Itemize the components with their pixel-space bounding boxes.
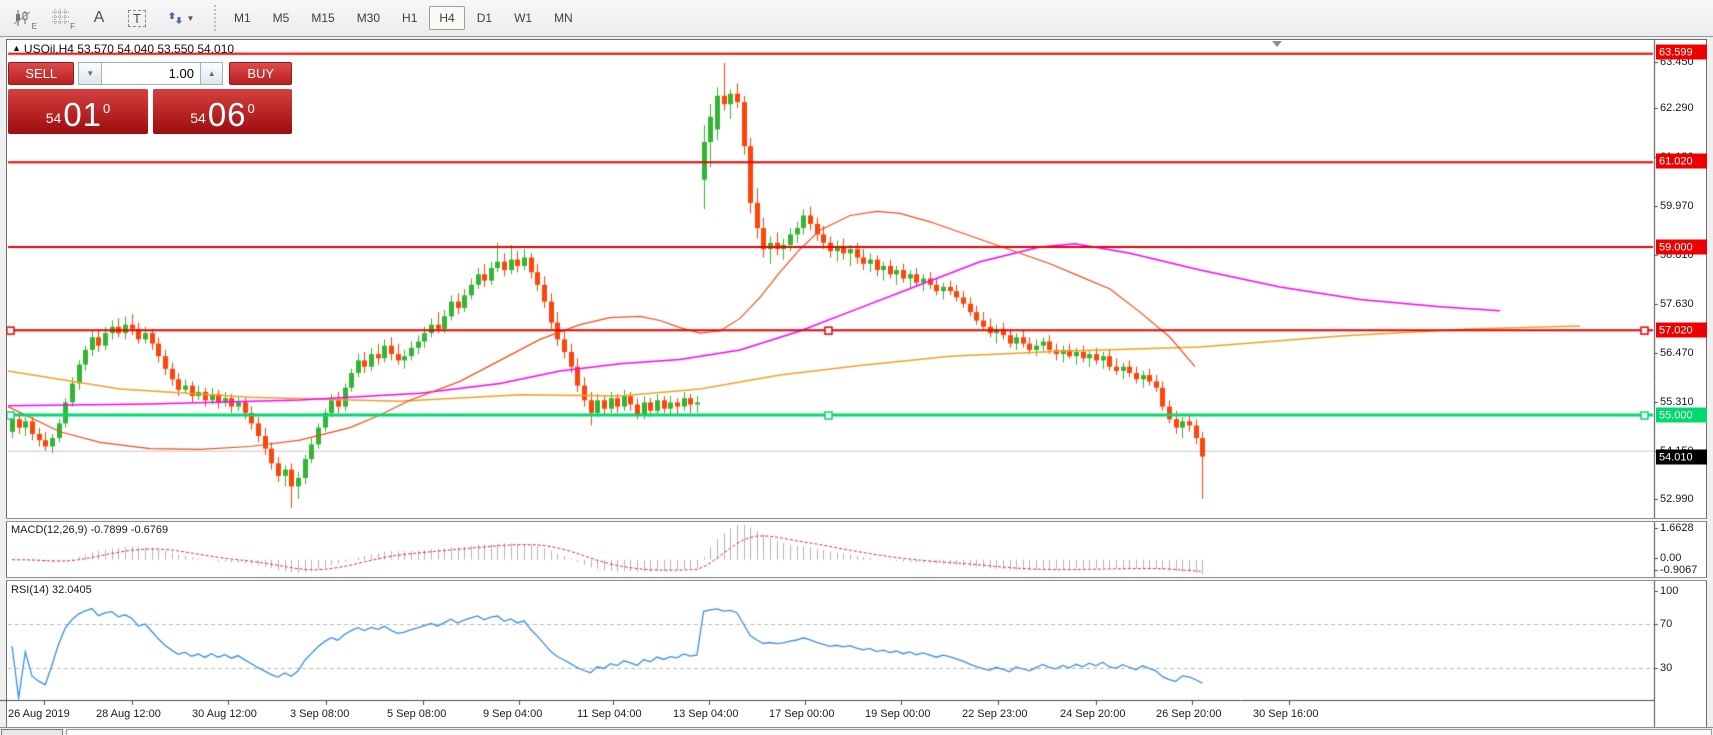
- price-tick-label: 57.630: [1660, 298, 1694, 310]
- triangle-down-icon: ▼: [86, 69, 95, 78]
- time-axis-label: 11 Sep 04:00: [577, 708, 642, 720]
- macd-tick-label: -0.9067: [1660, 564, 1698, 576]
- volume-decrease-button[interactable]: ▼: [78, 62, 102, 85]
- buy-price-sup: 0: [247, 101, 255, 116]
- horizontal-scrollbar[interactable]: [0, 727, 1713, 735]
- rsi-tick-label: 100: [1660, 585, 1679, 597]
- sell-price-big: 01: [63, 96, 103, 133]
- macd-tick-label: 1.6628: [1660, 522, 1694, 534]
- scrollbar-left-box[interactable]: [1, 729, 63, 735]
- time-axis-label: 19 Sep 00:00: [865, 708, 931, 720]
- scrollbar-track[interactable]: [66, 729, 1712, 735]
- one-click-trade-panel: SELL ▼ ▲ BUY 54 01 0 54 06 0: [8, 62, 292, 134]
- symbol-info: ▲ USOil,H4 53.570 54.040 53.550 54.010: [12, 42, 234, 56]
- price-badge: 54.010: [1656, 449, 1707, 465]
- time-axis-label: 26 Aug 2019: [8, 708, 70, 720]
- time-axis-label: 13 Sep 04:00: [673, 708, 739, 720]
- rsi-tick-label: 70: [1660, 618, 1673, 630]
- time-axis-label: 28 Aug 12:00: [96, 708, 161, 720]
- time-axis-label: 5 Sep 08:00: [387, 708, 447, 720]
- time-axis-label: 22 Sep 23:00: [962, 708, 1028, 720]
- volume-input[interactable]: [101, 62, 200, 85]
- rsi-label: RSI(14) 32.0405: [11, 584, 92, 596]
- time-axis-label: 24 Sep 20:00: [1060, 708, 1126, 720]
- time-axis-label: 3 Sep 08:00: [290, 708, 350, 720]
- price-tick-label: 56.470: [1660, 347, 1694, 359]
- price-tick-label: 55.310: [1660, 396, 1694, 408]
- time-axis-label: 30 Sep 16:00: [1253, 708, 1319, 720]
- time-axis-label: 30 Aug 12:00: [192, 708, 257, 720]
- rsi-tick-label: 30: [1660, 662, 1673, 674]
- rsi-splitter[interactable]: [6, 577, 1707, 581]
- sell-button[interactable]: SELL: [8, 62, 75, 85]
- buy-price-small: 54: [190, 110, 206, 126]
- time-axis-label: 17 Sep 00:00: [769, 708, 835, 720]
- sell-price-sup: 0: [103, 101, 111, 116]
- buy-price-box[interactable]: 54 06 0: [153, 89, 292, 134]
- price-badge: 63.599: [1656, 44, 1707, 60]
- sell-price-small: 54: [45, 110, 62, 126]
- price-badge: 55.000: [1656, 407, 1707, 423]
- macd-tick-label: 0.00: [1660, 552, 1682, 564]
- price-badge: 61.020: [1656, 153, 1707, 169]
- buy-price-big: 06: [207, 96, 247, 133]
- symbol-arrow-icon: ▲: [12, 43, 21, 53]
- chart-shift-marker-icon[interactable]: [1272, 41, 1282, 47]
- price-tick-label: 62.290: [1660, 102, 1694, 114]
- time-axis-label: 26 Sep 20:00: [1156, 708, 1222, 720]
- symbol-ohlc-text: USOil,H4 53.570 54.040 53.550 54.010: [23, 42, 235, 56]
- price-badge: 57.020: [1656, 322, 1707, 338]
- sell-price-box[interactable]: 54 01 0: [8, 89, 148, 134]
- volume-increase-button[interactable]: ▲: [199, 62, 224, 85]
- buy-button[interactable]: BUY: [229, 62, 292, 85]
- time-axis-label: 9 Sep 04:00: [483, 708, 543, 720]
- price-badge: 59.000: [1656, 239, 1707, 255]
- triangle-up-icon: ▲: [207, 69, 216, 78]
- price-tick-label: 52.990: [1660, 493, 1694, 505]
- price-tick-label: 59.970: [1660, 200, 1694, 212]
- macd-label: MACD(12,26,9) -0.7899 -0.6769: [11, 524, 169, 536]
- macd-splitter[interactable]: [6, 518, 1707, 522]
